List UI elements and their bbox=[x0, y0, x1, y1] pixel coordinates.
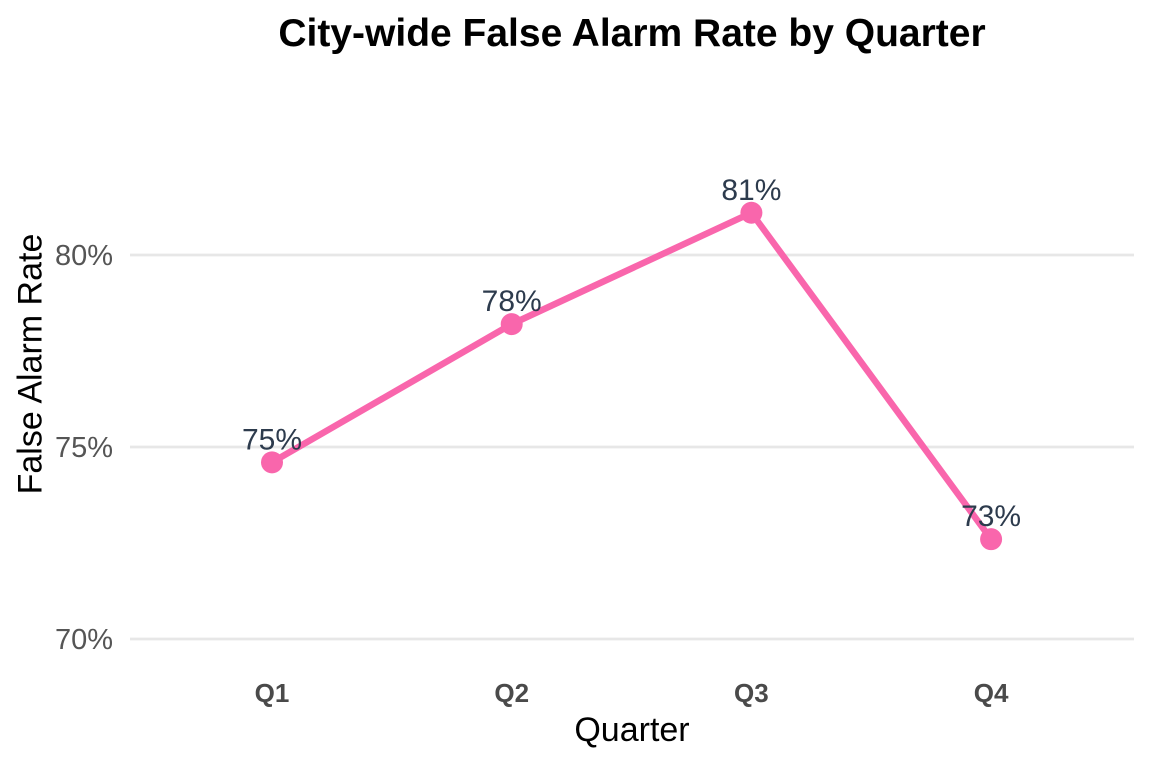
data-point-label: 78% bbox=[482, 285, 542, 318]
data-point bbox=[740, 201, 763, 224]
x-axis-title: Quarter bbox=[574, 711, 690, 749]
chart-title: City-wide False Alarm Rate by Quarter bbox=[278, 12, 986, 55]
y-tick-label: 75% bbox=[55, 432, 113, 464]
data-point bbox=[500, 313, 523, 336]
x-tick-label: Q4 bbox=[974, 678, 1009, 708]
data-point-label: 73% bbox=[961, 500, 1021, 533]
data-point-label: 81% bbox=[721, 174, 781, 207]
x-tick-label: Q1 bbox=[255, 678, 290, 708]
x-tick-label: Q2 bbox=[494, 678, 529, 708]
y-tick-label: 70% bbox=[55, 624, 113, 656]
series-line bbox=[268, 209, 995, 543]
data-point bbox=[261, 451, 283, 474]
y-tick-label: 80% bbox=[55, 240, 113, 272]
data-point-label: 75% bbox=[242, 423, 302, 456]
x-tick-label: Q3 bbox=[734, 678, 769, 708]
data-point bbox=[980, 528, 1003, 551]
